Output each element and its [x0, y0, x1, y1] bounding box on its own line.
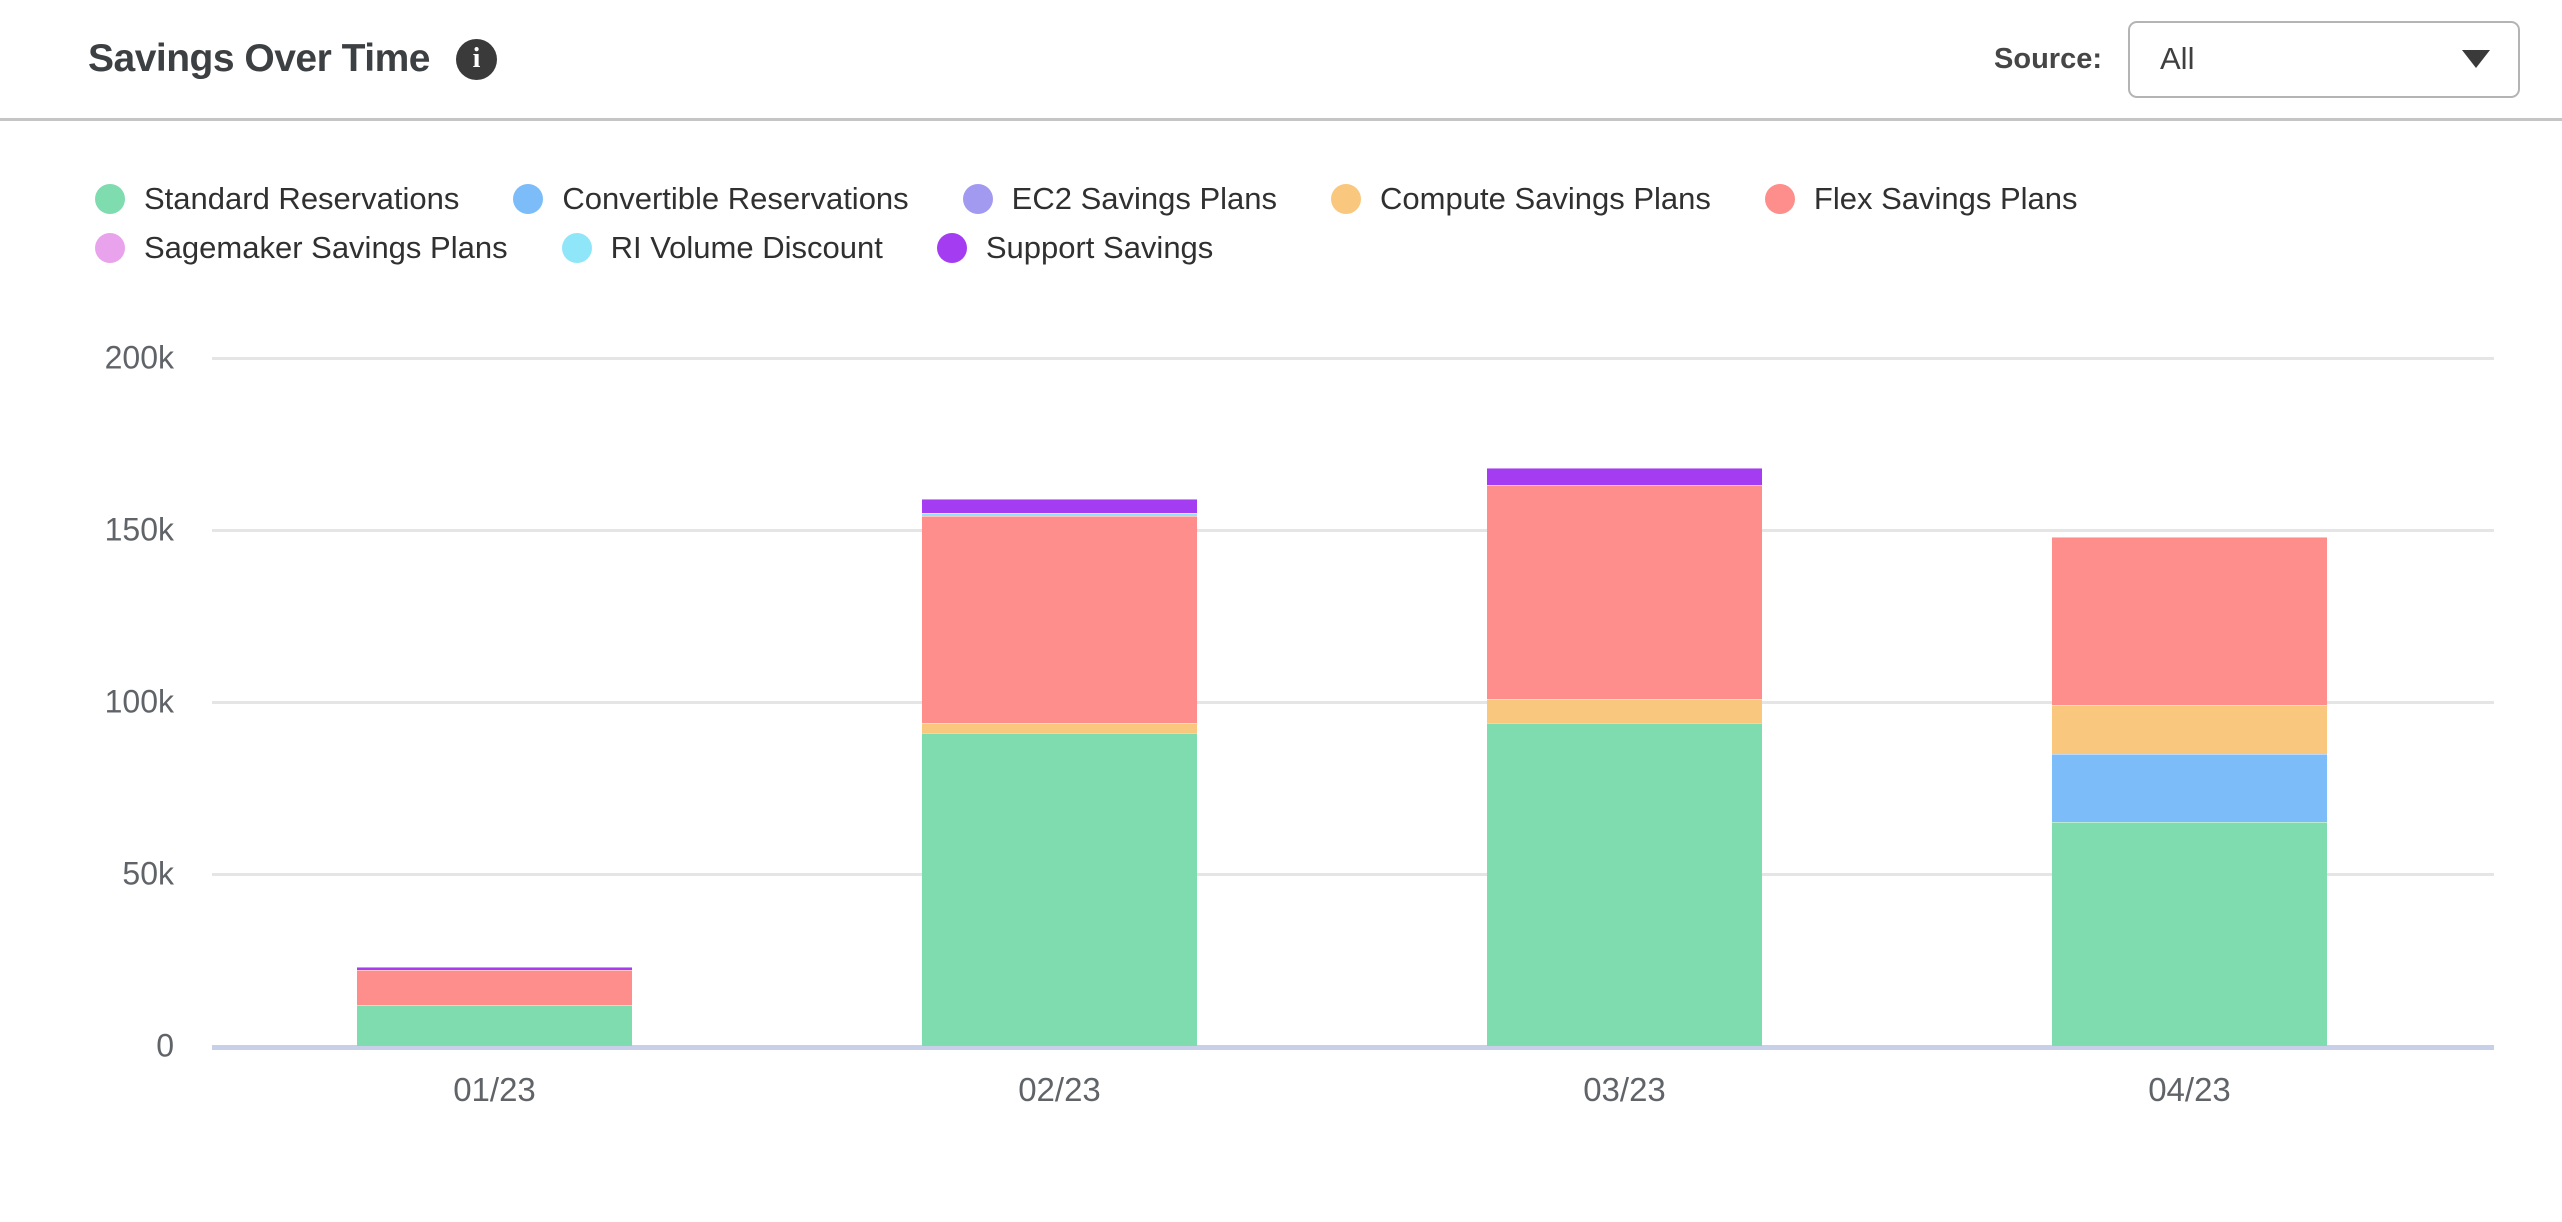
legend-row: Standard Reservations Convertible Reserva…: [95, 181, 2562, 217]
bar-segment-standard-reservations[interactable]: [357, 1004, 632, 1046]
bar-segment-support-savings[interactable]: [357, 966, 632, 971]
legend-item-standard-reservations[interactable]: Standard Reservations: [95, 181, 459, 217]
legend-swatch: [1764, 184, 1795, 214]
bar-segment-standard-reservations[interactable]: [2052, 822, 2327, 1046]
bar-03-23: [1487, 468, 1762, 1046]
y-axis-tick-label: 150k: [104, 511, 174, 548]
bar-segment-compute-savings-plans[interactable]: [1487, 698, 1762, 723]
legend-swatch: [561, 233, 592, 263]
bar-segment-compute-savings-plans[interactable]: [922, 722, 1197, 733]
legend-item-sagemaker-savings-plans[interactable]: Sagemaker Savings Plans: [95, 230, 508, 266]
chevron-down-icon: [2462, 50, 2490, 68]
legend-item-flex-savings-plans[interactable]: Flex Savings Plans: [1764, 181, 2078, 217]
bar-segment-standard-reservations[interactable]: [1487, 722, 1762, 1046]
bar-segment-compute-savings-plans[interactable]: [2052, 705, 2327, 754]
legend-item-ec2-savings-plans[interactable]: EC2 Savings Plans: [962, 181, 1278, 217]
legend-item-ri-volume-discount[interactable]: RI Volume Discount: [561, 230, 883, 266]
chart-header: Savings Over Time i Source: All: [0, 0, 2562, 121]
source-select[interactable]: All: [2128, 20, 2520, 98]
source-select-value: All: [2160, 41, 2195, 76]
page-title: Savings Over Time: [88, 37, 430, 80]
bar-segment-ri-volume-discount[interactable]: [922, 512, 1197, 517]
legend-swatch: [95, 184, 125, 214]
y-axis-tick-label: 0: [156, 1027, 174, 1064]
legend-label: Flex Savings Plans: [1813, 181, 2078, 216]
bar-segment-flex-savings-plans[interactable]: [1487, 485, 1762, 699]
bar-01-23: [357, 966, 632, 1046]
y-axis-tick-label: 100k: [104, 683, 174, 720]
bar-segment-standard-reservations[interactable]: [922, 732, 1197, 1046]
bar-04-23: [2052, 536, 2327, 1046]
x-axis-label: 04/23: [2148, 1071, 2231, 1108]
legend-item-support-savings[interactable]: Support Savings: [936, 230, 1214, 266]
legend-label: Convertible Reservations: [562, 181, 909, 216]
x-axis-label: 02/23: [1018, 1071, 1101, 1108]
chart-legend: Standard Reservations Convertible Reserva…: [95, 181, 2562, 266]
legend-swatch: [513, 184, 544, 214]
legend-swatch: [936, 233, 967, 263]
legend-row: Sagemaker Savings Plans RI Volume Discoun…: [95, 230, 2562, 266]
legend-label: Support Savings: [985, 230, 1214, 265]
gridline: [212, 529, 2494, 532]
bar-segment-flex-savings-plans[interactable]: [357, 970, 632, 1005]
bar-segment-convertible-reservations[interactable]: [2052, 753, 2327, 823]
plot: 200k 150k 100k 50k 0 01/23 02/23 03/23 04/23: [105, 340, 2494, 1108]
legend-label: Standard Reservations: [144, 181, 460, 216]
legend-item-compute-savings-plans[interactable]: Compute Savings Plans: [1331, 181, 1711, 217]
x-axis-label: 03/23: [1583, 1071, 1666, 1108]
bar-segment-flex-savings-plans[interactable]: [922, 516, 1197, 723]
x-axis-baseline: [212, 1045, 2494, 1050]
bar-segment-support-savings[interactable]: [1487, 468, 1762, 486]
gridline: [212, 701, 2494, 704]
legend-swatch: [962, 184, 993, 214]
bar-02-23: [922, 499, 1197, 1046]
info-icon[interactable]: i: [455, 38, 497, 80]
legend-swatch: [95, 233, 125, 263]
legend-label: Compute Savings Plans: [1380, 181, 1711, 216]
gridline: [212, 357, 2494, 360]
bar-segment-support-savings[interactable]: [922, 499, 1197, 513]
y-axis-tick-label: 50k: [122, 855, 174, 892]
y-axis-tick-label: 200k: [104, 339, 174, 376]
legend-swatch: [1331, 184, 1362, 214]
bar-segment-flex-savings-plans[interactable]: [2052, 536, 2327, 706]
legend-label: EC2 Savings Plans: [1011, 181, 1278, 216]
gridline: [212, 873, 2494, 876]
legend-label: Sagemaker Savings Plans: [144, 230, 508, 265]
legend-item-convertible-reservations[interactable]: Convertible Reservations: [513, 181, 909, 217]
x-axis-label: 01/23: [453, 1071, 536, 1108]
source-label: Source:: [1994, 42, 2102, 75]
legend-label: RI Volume Discount: [610, 230, 883, 265]
